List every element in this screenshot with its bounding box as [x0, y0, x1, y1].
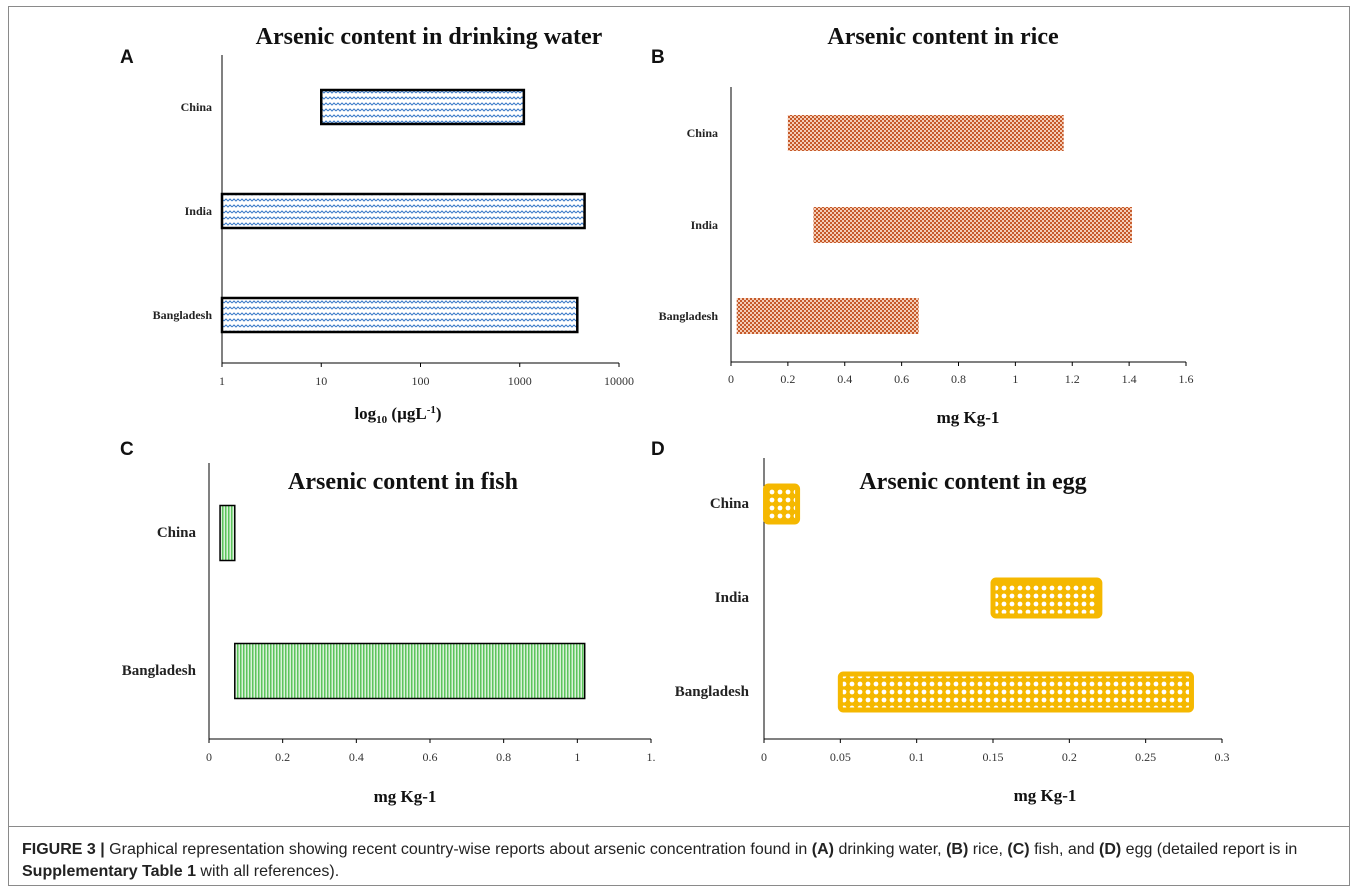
panel-c-category-label: China — [157, 525, 197, 541]
panel-c-tick-label: 0.2 — [275, 750, 290, 764]
panel-letter-d: D — [651, 439, 665, 460]
panel-b-bar-india — [813, 207, 1132, 243]
panel-b-category-label: India — [691, 218, 718, 232]
panel-c-category-label: Bangladesh — [122, 663, 197, 679]
panel-d-categories: China India Bangladesh — [675, 496, 750, 700]
caption-text: fish, and — [1029, 841, 1099, 858]
figure-canvas: A Arsenic content in drinking water 1 10 1… — [120, 24, 1230, 806]
panel-letter-b: B — [651, 47, 665, 68]
panel-d-tick-label: 0 — [761, 750, 767, 764]
panel-d-tick-label: 0.25 — [1135, 750, 1156, 764]
panel-c-title: Arsenic content in fish — [288, 469, 518, 495]
panel-c-tick-label: 0 — [206, 750, 212, 764]
panel-a-bars — [220, 88, 586, 334]
panel-d: D Arsenic content in egg 0 0.05 0.1 0.15 0.2… — [651, 439, 1230, 805]
panel-b-tick-label: 1.4 — [1122, 372, 1137, 386]
panel-b-tick-label: 0.2 — [780, 372, 795, 386]
panel-b-tick-label: 0.6 — [894, 372, 909, 386]
panel-d-tick-label: 0.05 — [830, 750, 851, 764]
panel-letter-a: A — [120, 47, 134, 68]
caption-text: drinking water, — [834, 841, 947, 858]
panel-d-category-label: India — [715, 590, 750, 606]
panel-a-category-label: India — [185, 204, 212, 218]
caption-separator — [8, 826, 1350, 827]
panel-b-categories: China India Bangladesh — [659, 126, 719, 323]
panel-b-tick-label: 0 — [728, 372, 734, 386]
caption-text: rice, — [968, 841, 1008, 858]
panel-c-tick-label: 0.4 — [349, 750, 364, 764]
panel-b-title: Arsenic content in rice — [827, 24, 1059, 50]
panel-a-category-label: China — [181, 100, 212, 114]
panel-d-title: Arsenic content in egg — [859, 469, 1086, 495]
caption-ref-a: (A) — [811, 841, 834, 858]
panel-a-category-label: Bangladesh — [153, 308, 213, 322]
caption-supplementary-link[interactable]: Supplementary Table 1 — [22, 863, 196, 880]
panel-c-tick-label: 1. — [647, 750, 656, 764]
panel-a-title: Arsenic content in drinking water — [256, 24, 603, 50]
panel-b-tick-label: 0.8 — [951, 372, 966, 386]
panel-d-bar-china — [763, 483, 801, 525]
figure-caption: FIGURE 3 | Graphical representation show… — [22, 839, 1332, 883]
panel-d-tick-label: 0.15 — [983, 750, 1004, 764]
panel-b-bar-bangladesh — [736, 298, 919, 334]
panel-c-bars — [219, 504, 586, 700]
panel-a-tick-label: 10000 — [604, 374, 634, 388]
panel-d-category-label: China — [710, 496, 750, 512]
caption-text: Graphical representation showing recent … — [104, 841, 812, 858]
panel-c-bar-china — [219, 504, 236, 562]
panel-c: C Arsenic content in fish 0 0.2 0.4 0.6 0.8 1… — [120, 439, 656, 806]
panel-d-bars — [763, 483, 1194, 713]
panel-b-category-label: Bangladesh — [659, 309, 719, 323]
panel-a-tick-label: 10 — [315, 374, 327, 388]
panel-d-bar-bangladesh — [837, 671, 1194, 713]
caption-text: with all references). — [195, 863, 340, 880]
caption-ref-c: (C) — [1007, 841, 1030, 858]
caption-ref-d: (D) — [1099, 841, 1122, 858]
panel-b-tick-label: 1.6 — [1179, 372, 1194, 386]
panel-b-bar-china — [787, 115, 1064, 151]
panel-c-tick-label: 1 — [574, 750, 580, 764]
panel-b-category-label: China — [687, 126, 718, 140]
panel-d-tick-label: 0.2 — [1062, 750, 1077, 764]
panel-b-tick-label: 1.2 — [1065, 372, 1080, 386]
panel-b-tick-label: 0.4 — [837, 372, 852, 386]
panel-a-tick-label: 1000 — [508, 374, 532, 388]
caption-label: FIGURE 3 | — [22, 841, 105, 858]
panel-c-tick-label: 0.8 — [496, 750, 511, 764]
panel-d-tick-label: 0.3 — [1215, 750, 1230, 764]
panel-b: B Arsenic content in rice 0 0.2 0.4 0.6 0.8 1… — [651, 24, 1194, 427]
panel-b-tick-label: 1 — [1012, 372, 1018, 386]
panel-a-bar-india — [220, 192, 586, 230]
panel-d-bar-india — [990, 577, 1103, 619]
panel-d-x-label: mg Kg-1 — [1014, 786, 1077, 805]
panel-c-x-label: mg Kg-1 — [374, 787, 437, 806]
panel-d-category-label: Bangladesh — [675, 684, 750, 700]
panel-a-ticks: 1 10 100 1000 10000 — [219, 363, 634, 388]
panel-c-bar-bangladesh — [234, 642, 586, 700]
panel-b-ticks: 0 0.2 0.4 0.6 0.8 1 1.2 1.4 1.6 — [728, 362, 1194, 386]
panel-b-bars — [736, 115, 1132, 334]
panel-a-bar-bangladesh — [220, 296, 579, 334]
panel-d-tick-label: 0.1 — [909, 750, 924, 764]
panel-a-tick-label: 1 — [219, 374, 225, 388]
panel-c-tick-label: 0.6 — [423, 750, 438, 764]
panel-a-bar-china — [320, 88, 526, 126]
caption-text: egg (detailed report is in — [1121, 841, 1298, 858]
panel-d-ticks: 0 0.05 0.1 0.15 0.2 0.25 0.3 — [761, 739, 1230, 764]
panel-b-x-label: mg Kg-1 — [937, 408, 1000, 427]
panel-a-x-label: log10 (µgL-1) — [354, 404, 441, 426]
panel-c-categories: China Bangladesh — [122, 525, 197, 679]
panel-c-ticks: 0 0.2 0.4 0.6 0.8 1 1. — [206, 739, 656, 764]
panel-letter-c: C — [120, 439, 134, 460]
panel-a-tick-label: 100 — [412, 374, 430, 388]
caption-ref-b: (B) — [946, 841, 969, 858]
panel-a: A Arsenic content in drinking water 1 10 1… — [120, 24, 634, 426]
panel-a-categories: China India Bangladesh — [153, 100, 213, 322]
